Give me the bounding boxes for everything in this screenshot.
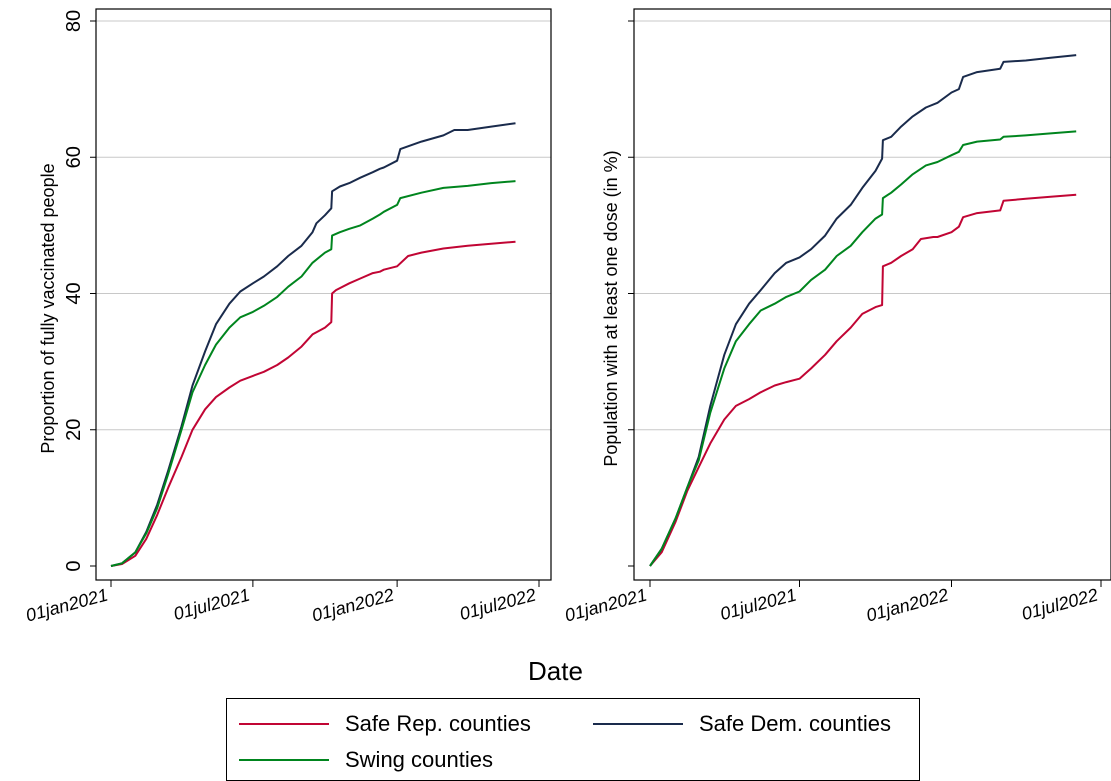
legend-swatch-swing [239, 759, 329, 761]
legend-item-swing: Swing counties [239, 747, 493, 773]
y-tick-label: 40 [63, 282, 85, 304]
legend: Safe Rep. counties Safe Dem. counties Sw… [226, 698, 920, 781]
series-line-safe-dem [110, 122, 516, 567]
x-tick-label: 01jan2021 [563, 585, 649, 626]
legend-item-safe-rep: Safe Rep. counties [239, 711, 531, 737]
legend-label-safe-dem: Safe Dem. counties [699, 711, 891, 736]
legend-swatch-safe-dem [593, 723, 683, 725]
right-panel: Population with at least one dose (in %)… [563, 8, 1111, 626]
left-panel: 0 20 40 60 80 Proportion of fully vaccinated … [24, 8, 552, 626]
series-line-safe-rep [110, 240, 516, 567]
plot-frame [633, 8, 1111, 581]
series-line-swing [110, 180, 516, 567]
series-line-safe-rep [649, 193, 1077, 567]
y-axis-label: Population with at least one dose (in %) [601, 150, 621, 466]
legend-item-safe-dem: Safe Dem. counties [593, 711, 891, 737]
series-line-safe-dem [649, 54, 1077, 567]
x-tick-label: 01jul2022 [1019, 585, 1100, 625]
legend-label-swing: Swing counties [345, 747, 493, 772]
y-tick-label: 0 [63, 560, 85, 571]
legend-label-safe-rep: Safe Rep. counties [345, 711, 531, 736]
x-tick-label: 01jul2021 [171, 585, 252, 625]
legend-swatch-safe-rep [239, 723, 329, 725]
x-tick-label: 01jul2022 [457, 585, 538, 625]
y-axis-label: Proportion of fully vaccinated people [38, 163, 58, 453]
y-tick-label: 60 [63, 146, 85, 168]
x-tick-label: 01jan2022 [310, 585, 396, 626]
y-tick-label: 20 [63, 419, 85, 441]
y-tick-label: 80 [63, 10, 85, 32]
x-tick-label: 01jul2021 [718, 585, 799, 625]
series-line-swing [649, 130, 1077, 567]
plot-frame [95, 8, 552, 581]
x-tick-label: 01jan2021 [24, 585, 110, 626]
x-axis-label: Date [528, 656, 583, 686]
x-tick-label: 01jan2022 [864, 585, 950, 626]
